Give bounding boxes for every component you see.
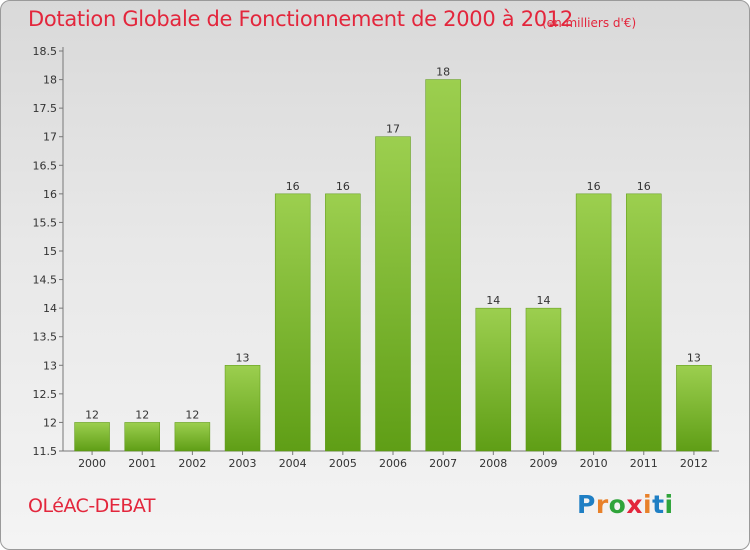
- x-tick-label: 2001: [128, 457, 156, 470]
- x-tick-label: 2000: [78, 457, 106, 470]
- data-label-2003: 13: [236, 351, 250, 364]
- bar-2000: [74, 422, 110, 452]
- data-label-2000: 12: [85, 408, 99, 421]
- bar-2003: [224, 365, 261, 452]
- y-tick-label: 11.5: [33, 445, 58, 458]
- x-tick-label: 2007: [429, 457, 457, 470]
- data-label-2004: 16: [286, 180, 300, 193]
- bar-2004: [274, 193, 311, 452]
- data-label-2001: 12: [135, 408, 149, 421]
- data-label-2008: 14: [486, 294, 500, 307]
- x-tick-label: 2003: [229, 457, 257, 470]
- x-tick-label: 2005: [329, 457, 357, 470]
- data-label-2011: 16: [637, 180, 651, 193]
- bar-2010: [575, 193, 612, 452]
- x-tick-label: 2009: [529, 457, 557, 470]
- y-tick-label: 12.5: [33, 388, 58, 401]
- y-tick-label: 14.5: [33, 274, 58, 287]
- y-tick-label: 14: [43, 302, 57, 315]
- y-tick-label: 18: [43, 74, 57, 87]
- x-tick-label: 2006: [379, 457, 407, 470]
- x-tick-label: 2012: [680, 457, 708, 470]
- y-tick-label: 16: [43, 188, 57, 201]
- bar-2009: [525, 307, 562, 452]
- y-tick-label: 17: [43, 131, 57, 144]
- bar-2011: [626, 193, 662, 452]
- value-labels: 12 12 12 13 16 16 17 18 14 14 16 16 13: [85, 66, 701, 422]
- y-tick-label: 13: [43, 359, 57, 372]
- y-tick-label: 16.5: [33, 159, 58, 172]
- data-label-2007: 18: [436, 66, 450, 79]
- bar-2007: [425, 79, 461, 452]
- unit-note: (en milliers d'€): [542, 16, 637, 30]
- commune-name: OLéAC-DEBAT: [28, 495, 155, 517]
- data-label-2010: 16: [587, 180, 601, 193]
- data-label-2002: 12: [185, 408, 199, 421]
- proxiti-logo[interactable]: Proxiti: [577, 490, 674, 519]
- x-tick-label: 2004: [279, 457, 307, 470]
- bars: [74, 79, 712, 452]
- data-label-2005: 16: [336, 180, 350, 193]
- bar-2002: [174, 422, 211, 452]
- y-tick-label: 12: [43, 416, 57, 429]
- bar-2012: [676, 365, 712, 452]
- y-tick-label: 13.5: [33, 331, 58, 344]
- x-tick-label: 2010: [580, 457, 608, 470]
- data-label-2009: 14: [536, 294, 550, 307]
- bar-2001: [124, 422, 160, 452]
- x-tick-label: 2008: [479, 457, 507, 470]
- bar-2005: [325, 193, 361, 452]
- y-tick-label: 15.5: [33, 216, 58, 229]
- x-tick-label: 2002: [178, 457, 206, 470]
- bar-2006: [375, 136, 411, 452]
- axes: 11.5 12 12.5 13 13.5 14 14.5 15 15.5 16 16.5 17 17.5…: [33, 45, 719, 470]
- y-tick-label: 18.5: [33, 45, 58, 58]
- chart-title: Dotation Globale de Fonctionnement de 20…: [28, 7, 573, 31]
- x-tick-label: 2011: [630, 457, 658, 470]
- data-label-2006: 17: [386, 123, 400, 136]
- bar-2008: [475, 307, 512, 452]
- y-tick-label: 15: [43, 245, 57, 258]
- data-label-2012: 13: [687, 351, 701, 364]
- y-tick-label: 17.5: [33, 102, 58, 115]
